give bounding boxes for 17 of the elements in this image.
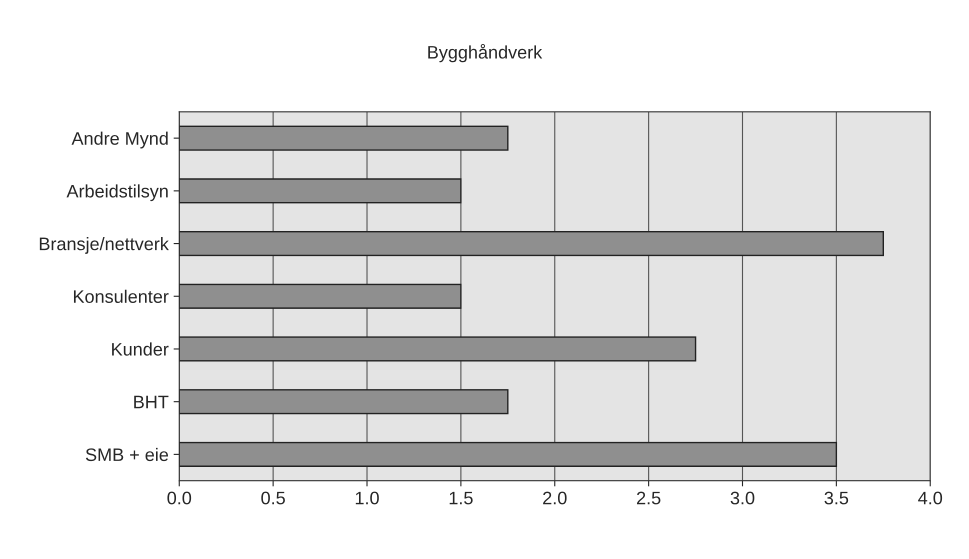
y-tick-label: Kunder (112, 342, 169, 356)
x-tick-label: 0.0 (167, 492, 192, 504)
y-tick-label: Konsulenter (74, 290, 169, 303)
x-tick-label: 3.0 (730, 492, 754, 504)
x-tick-label: 0.5 (261, 492, 285, 504)
x-tick-label: 2.0 (543, 492, 567, 504)
x-tick-label: 2.5 (636, 492, 660, 504)
y-tick-label: Bransje/nettverk (40, 237, 169, 254)
y-tick-label: BHT (134, 396, 168, 408)
x-tick-label: 1.5 (450, 492, 473, 504)
y-tick-label: SMB + eie (86, 448, 168, 462)
x-tick-label: 3.5 (824, 492, 848, 504)
x-tick-label: 4.0 (918, 492, 942, 504)
chart-title: Bygghåndverk (428, 44, 542, 62)
y-tick-label: Arbeidstilsyn (66, 184, 168, 202)
x-tick-label: 1.0 (356, 492, 379, 504)
y-tick-label: Andre Mynd (72, 132, 168, 148)
